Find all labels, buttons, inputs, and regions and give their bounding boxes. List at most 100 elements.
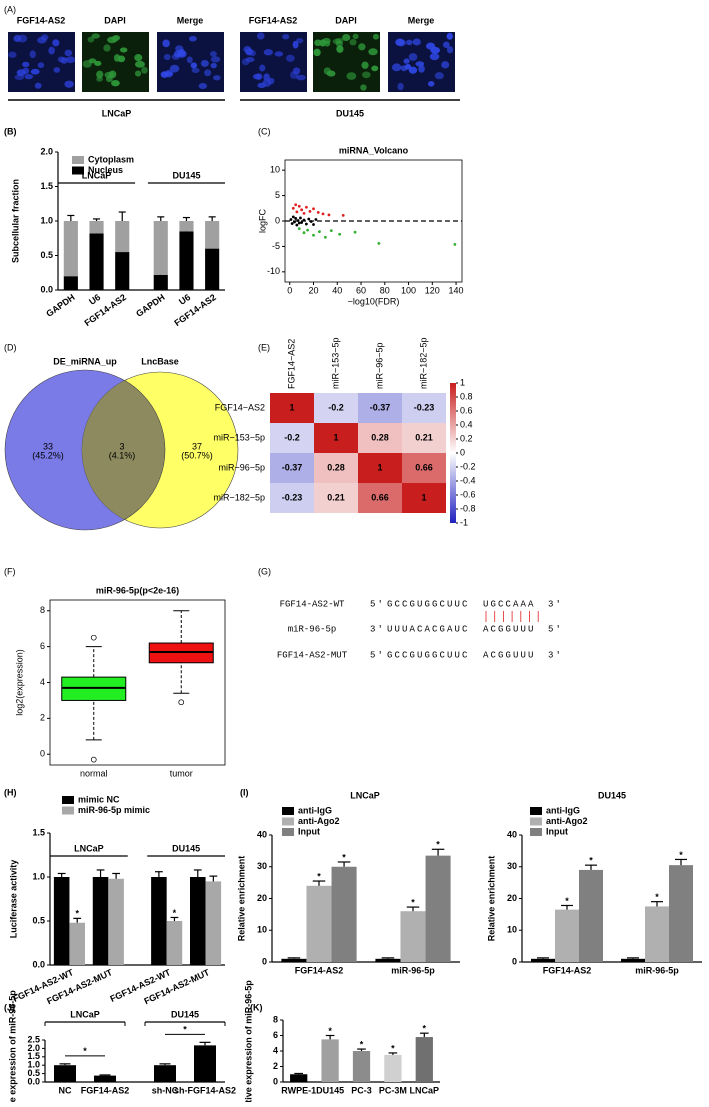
y-axis-label: Luciferase activity xyxy=(8,860,18,939)
sequence-sequence: GCCGUGGCUUC xyxy=(387,650,470,660)
cell-value: 0.21 xyxy=(327,492,345,502)
significance-label: * xyxy=(75,909,79,919)
cell-nucleus xyxy=(262,79,272,87)
legend-swatch xyxy=(62,796,74,804)
cell-nucleus xyxy=(30,68,40,75)
y-tick-label: 0 xyxy=(40,749,45,759)
cell-value: 0.28 xyxy=(371,432,389,442)
y-tick-label: 6 xyxy=(40,641,45,651)
cell-nucleus xyxy=(371,65,379,72)
panel: (G)FGF14-AS2-WT 5' GCCGUGGCUUC UGCCAAA 3'miR… xyxy=(258,566,563,660)
x-tick-label: GAPDH xyxy=(44,292,76,319)
image-label: Merge xyxy=(177,15,204,25)
legend-label: anti-IgG xyxy=(546,805,580,815)
x-axis-label: −log10(FDR) xyxy=(348,296,400,306)
cell-nucleus xyxy=(105,76,113,83)
significance-label: * xyxy=(173,908,177,918)
bar xyxy=(375,958,401,962)
panel-label: (B) xyxy=(4,126,17,136)
legend-swatch xyxy=(282,807,294,815)
y-tick-label: 30 xyxy=(507,861,517,871)
bar xyxy=(92,877,109,965)
bar xyxy=(115,252,130,290)
heat-cell xyxy=(402,393,446,423)
cell-nucleus xyxy=(361,71,371,79)
significance-label: * xyxy=(411,897,415,907)
heat-cell xyxy=(270,453,314,483)
cell-value: 1 xyxy=(377,462,382,472)
y-axis-label: Relative expression of miR-96-5p xyxy=(243,980,253,1102)
color-bar-label: 0.4 xyxy=(460,419,473,429)
cell-nucleus xyxy=(34,82,42,89)
cell-nucleus xyxy=(346,72,357,80)
cell-value: -0.37 xyxy=(370,402,391,412)
cell-nucleus xyxy=(314,39,322,47)
cell-nucleus xyxy=(210,62,217,69)
bar xyxy=(306,885,332,962)
bar xyxy=(94,1075,116,1082)
cell-nucleus xyxy=(91,33,100,39)
x-tick-label: NC xyxy=(59,1085,72,1095)
x-tick-label: DU145 xyxy=(316,1085,344,1095)
y-tick-label: 0.0 xyxy=(27,1076,40,1086)
cell-nucleus xyxy=(323,67,331,75)
cell-nucleus xyxy=(274,51,284,57)
point xyxy=(353,230,357,234)
panel: (E) FGF14−AS2 FGF14−AS2 miR−153−5p miR−153−5… xyxy=(213,337,475,527)
cell-nucleus xyxy=(296,74,306,81)
cell-nucleus xyxy=(313,48,321,57)
cell-nucleus xyxy=(360,84,367,91)
group-label: DU145 xyxy=(172,843,200,853)
bar xyxy=(115,221,130,253)
heat-cell xyxy=(270,423,314,453)
heat-cell xyxy=(358,483,402,513)
group-label: DU145 xyxy=(172,170,200,180)
cell-nucleus xyxy=(210,56,221,63)
y-tick-label: 0.5 xyxy=(40,250,53,260)
sequence-name: FGF14-AS2-WT xyxy=(280,599,345,609)
cell-nucleus xyxy=(430,46,441,54)
y-tick-label: 1.0 xyxy=(40,215,53,225)
color-bar-label: -0.2 xyxy=(460,461,476,471)
cell-nucleus xyxy=(361,61,369,69)
panel-label: (F) xyxy=(4,566,16,576)
y-tick-label: 40 xyxy=(257,829,267,839)
point xyxy=(302,231,306,235)
cell-value: 1 xyxy=(421,492,426,502)
point xyxy=(306,228,309,232)
x-tick-label: normal xyxy=(80,768,108,778)
point xyxy=(295,223,299,227)
cell-value: -0.23 xyxy=(282,492,303,502)
point xyxy=(329,229,333,233)
panel: (H) 0.0 0.5 1.0 1.5 Luciferase activity * * FGF1… xyxy=(4,787,225,1006)
y-tick-label: 40 xyxy=(507,829,517,839)
point xyxy=(294,203,298,207)
y-tick-label: 1.0 xyxy=(27,1060,40,1070)
heat-cell xyxy=(270,483,314,513)
significance-label: * xyxy=(317,871,321,881)
y-tick-label: 1.5 xyxy=(32,827,45,837)
significance-label: * xyxy=(360,1039,364,1049)
point xyxy=(312,223,315,226)
cell-nucleus xyxy=(169,64,180,73)
bar xyxy=(669,865,693,962)
x-tick-label: tumor xyxy=(170,768,193,778)
x-tick-label: sh-FGF14-AS2 xyxy=(174,1085,236,1095)
legend-swatch xyxy=(282,828,294,836)
cell-nucleus xyxy=(259,64,266,72)
cell-nucleus xyxy=(446,32,453,40)
cell-nucleus xyxy=(141,66,148,74)
y-tick-label: 30 xyxy=(257,861,267,871)
image-label: FGF14-AS2 xyxy=(249,15,298,25)
x-tick-label: FGF14-AS2 xyxy=(543,965,592,975)
x-tick-label: PC-3 xyxy=(351,1085,372,1095)
x-tick-label: U6 xyxy=(177,292,192,307)
sequence-end: 5' xyxy=(548,624,563,634)
y-tick-label: 0.0 xyxy=(40,284,53,294)
point xyxy=(323,235,327,239)
cell-nucleus xyxy=(22,61,30,68)
legend-swatch xyxy=(62,806,74,815)
cell-nucleus xyxy=(403,58,410,64)
cell-nucleus xyxy=(352,33,359,40)
cell-nucleus xyxy=(427,80,435,87)
